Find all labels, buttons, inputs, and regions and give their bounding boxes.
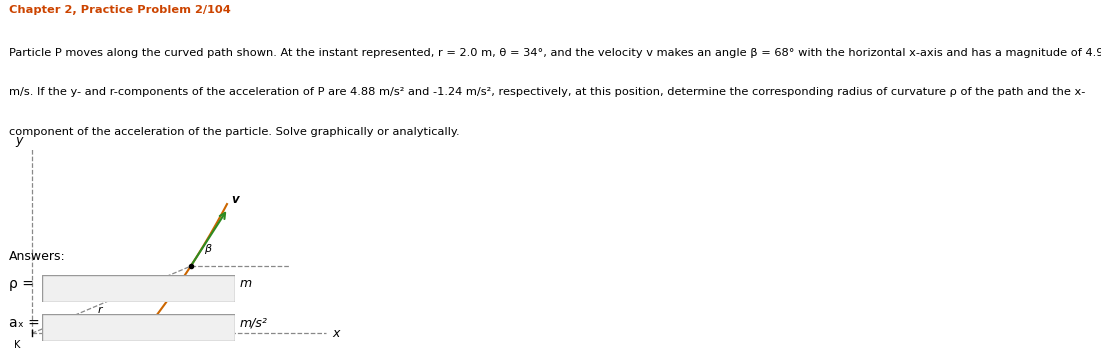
- Text: β: β: [204, 244, 211, 254]
- Text: m/s²: m/s²: [240, 317, 268, 330]
- Text: Chapter 2, Practice Problem 2/104: Chapter 2, Practice Problem 2/104: [9, 5, 230, 15]
- Text: y: y: [15, 134, 22, 147]
- Text: Particle P moves along the curved path shown. At the instant represented, r = 2.: Particle P moves along the curved path s…: [9, 48, 1101, 58]
- Text: ρ =: ρ =: [9, 277, 34, 291]
- Text: component of the acceleration of the particle. Solve graphically or analytically: component of the acceleration of the par…: [9, 127, 459, 137]
- FancyBboxPatch shape: [42, 314, 235, 341]
- Text: m: m: [240, 277, 252, 290]
- Text: m/s. If the y- and r-components of the acceleration of P are 4.88 m/s² and -1.24: m/s. If the y- and r-components of the a…: [9, 87, 1086, 97]
- FancyBboxPatch shape: [42, 275, 235, 302]
- Text: K: K: [14, 340, 20, 350]
- Text: aₓ =: aₓ =: [9, 316, 40, 330]
- Text: v: v: [231, 193, 239, 206]
- Text: θ: θ: [74, 319, 80, 329]
- Text: P: P: [194, 276, 200, 286]
- Text: Answers:: Answers:: [9, 250, 66, 263]
- Text: r: r: [98, 305, 102, 315]
- Text: x: x: [333, 327, 340, 340]
